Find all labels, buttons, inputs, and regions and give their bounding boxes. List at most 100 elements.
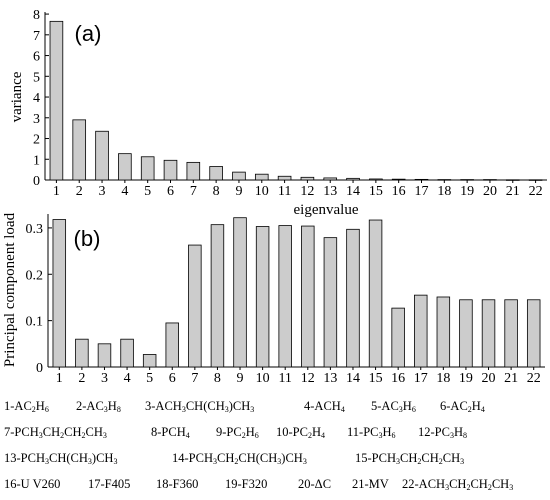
x-tick-label: 2 [78, 371, 85, 386]
legend-number: 20- [298, 477, 315, 491]
legend-formula: F405 [104, 477, 131, 491]
x-tick-label: 13 [323, 184, 337, 199]
x-tick-label: 20 [482, 371, 496, 386]
legend-formula: PC [363, 425, 379, 439]
legend-number: 14- [172, 451, 189, 465]
legend-number: 19- [225, 477, 242, 491]
legend-entry: 10-PC2H4 [276, 426, 325, 442]
legend-subscript: 3 [277, 457, 282, 466]
legend-subscript: 3 [38, 431, 43, 440]
bar-3 [95, 130, 109, 181]
legend-entry: 2-AC3H8 [76, 400, 121, 416]
legend-subscript: 2 [487, 483, 492, 492]
legend-formula: ΔC [314, 477, 332, 491]
legend-subscript: 3 [378, 431, 383, 440]
legend-formula: H [382, 425, 392, 439]
bar-17 [414, 294, 428, 368]
legend-entry: 17-F405 [88, 478, 130, 491]
legend-number: 17- [88, 477, 105, 491]
bar-4 [118, 153, 132, 181]
bar-2 [75, 338, 89, 368]
legend-subscript: 3 [398, 405, 403, 414]
legend-subscript: 3 [181, 405, 186, 414]
bar-10 [255, 226, 270, 368]
legend-subscript: 3 [87, 457, 92, 466]
legend-subscript: 6 [391, 431, 396, 440]
x-tick-label: 9 [237, 371, 244, 386]
legend-formula: )CH [91, 451, 114, 465]
legend-number: 15- [355, 451, 372, 465]
x-tick-label: 20 [483, 184, 497, 199]
legend-subscript: 2 [60, 431, 65, 440]
legend-formula: PC [226, 425, 242, 439]
x-tick-label: 14 [346, 184, 360, 199]
legend-formula: CH [442, 451, 461, 465]
bar-19 [459, 299, 473, 368]
legend-number: 16- [4, 477, 21, 491]
legend-number: 4- [304, 399, 315, 413]
y-tick-label: 5 [33, 70, 40, 85]
x-tick-label: 3 [99, 184, 106, 199]
x-tick-label: 16 [392, 184, 406, 199]
x-tick-label: 17 [414, 371, 428, 386]
chart-panel-b: 00.10.20.31 2 3 4 5 6 7 8 9 10 11 12 13 14 15 16 17 18 19 2… [2, 212, 545, 386]
bar-14 [346, 228, 360, 368]
legend-subscript: 2 [438, 457, 443, 466]
legend-formula: CH(CH [185, 399, 225, 413]
legend-subscript: 2 [81, 431, 86, 440]
legend-entry: 14-PCH3CH2CH(CH3)CH3 [172, 452, 307, 468]
legend-formula: ACH [155, 399, 182, 413]
legend-number: 1- [4, 399, 15, 413]
bar-1 [49, 20, 64, 181]
legend-formula: CH [85, 425, 103, 439]
legend-formula: CH [42, 425, 61, 439]
bar-16 [391, 178, 406, 181]
legend-subscript: 2 [241, 431, 246, 440]
legend-entry: 9-PC2H6 [216, 426, 259, 442]
legend-entry: 5-AC3H6 [371, 400, 416, 416]
legend-formula: ACH [418, 477, 446, 491]
legend-formula: U V260 [20, 477, 61, 491]
legend-subscript: 4 [185, 431, 190, 440]
y-tick-label: 0.2 [26, 268, 44, 283]
bar-16 [391, 307, 405, 368]
legend-formula: PC [292, 425, 308, 439]
x-tick-label: 7 [191, 371, 198, 386]
bar-11 [277, 175, 292, 181]
legend-number: 5- [371, 399, 382, 413]
x-tick-label: 15 [369, 184, 383, 199]
legend-formula: MV [368, 477, 389, 491]
legend-formula: CH [217, 451, 235, 465]
legend-subscript: 3 [449, 431, 454, 440]
legend-subscript: 3 [103, 405, 108, 414]
legend-number: 12- [418, 425, 435, 439]
legend-formula: AC [381, 399, 399, 413]
legend-formula: PCH [14, 425, 39, 439]
bar-18 [436, 296, 451, 368]
legend-number: 11- [347, 425, 364, 439]
legend-entry: 1-AC2H6 [4, 400, 49, 416]
bar-7 [188, 244, 202, 368]
y-tick-label: 4 [33, 91, 40, 106]
panel-label: (b) [74, 226, 101, 251]
legend-number: 9- [216, 425, 227, 439]
y-tick-label: 1 [33, 153, 40, 168]
legend-entry: 12-PC3H8 [418, 426, 467, 442]
x-tick-label: 15 [369, 371, 383, 386]
legend-formula: H [35, 399, 45, 413]
legend-entry: 16-U V260 [4, 478, 60, 491]
x-tick-label: 11 [278, 371, 291, 386]
bar-10 [254, 173, 269, 181]
x-tick-label: 22 [527, 371, 541, 386]
x-tick-label: 6 [167, 184, 174, 199]
y-axis-title: variance [9, 71, 25, 122]
x-tick-label: 11 [278, 184, 291, 199]
x-tick-label: 5 [144, 184, 151, 199]
bar-7 [186, 161, 201, 181]
legend-entry: 7-PCH3CH2CH2CH3 [4, 426, 107, 442]
y-tick-label: 3 [33, 112, 40, 127]
legend-number: 8- [151, 425, 162, 439]
legend-entry: 19-F320 [225, 478, 267, 491]
